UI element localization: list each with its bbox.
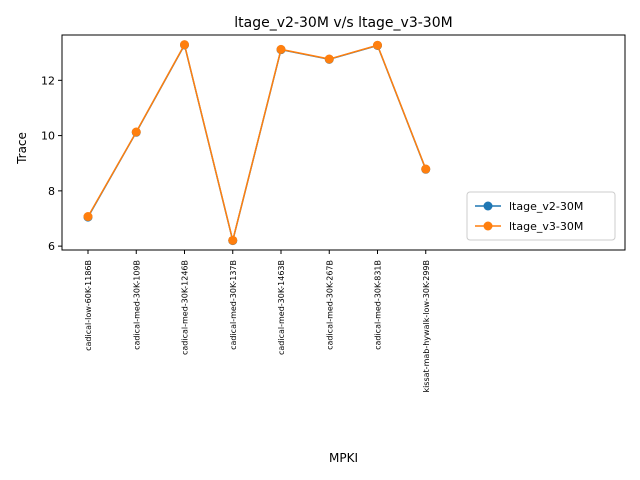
y-tick-label: 8	[48, 185, 55, 198]
series-line	[87, 43, 427, 242]
y-axis-label: Trace	[15, 132, 29, 165]
x-tick-label: cadical-med-30K-831B	[374, 260, 383, 350]
x-tick-label: cadical-med-30K-1246B	[181, 260, 190, 355]
data-point	[131, 127, 141, 137]
legend-entry-label: ltage_v2-30M	[509, 200, 583, 213]
legend-box	[466, 191, 616, 241]
y-tick-label: 10	[41, 130, 55, 143]
y-tick-label: 12	[41, 74, 55, 87]
series-2	[83, 40, 431, 245]
legend-marker	[483, 221, 493, 231]
data-point	[421, 164, 431, 174]
x-tick-label: cadical-med-30K-267B	[325, 260, 334, 350]
x-tick-label: cadical-med-30K-109B	[132, 260, 141, 350]
x-tick-label: cadical-med-30K-137B	[229, 260, 238, 350]
chart-title: ltage_v2-30M v/s ltage_v3-30M	[234, 15, 452, 31]
x-tick-label: kissat-mab-hywalk-low-30K-299B	[422, 260, 431, 393]
x-axis-label: MPKI	[329, 451, 358, 465]
legend-marker	[483, 201, 493, 211]
axes-frame	[61, 34, 626, 251]
data-point	[373, 40, 382, 50]
data-point	[276, 44, 286, 54]
data-point	[324, 54, 334, 64]
legend-entry-label: ltage_v3-30M	[509, 220, 583, 233]
data-point	[228, 235, 238, 245]
x-tick-label: cadical-low-60K-1186B	[84, 260, 93, 351]
plot-area: 6 8 10 12 cadical-low-60K-1186B cadical-med-3…	[41, 34, 626, 393]
y-tick-label: 6	[48, 240, 55, 253]
legend: ltage_v2-30M ltage_v3-30M	[466, 191, 616, 241]
data-point	[83, 212, 93, 222]
data-point	[180, 40, 189, 50]
x-tick-label: cadical-med-30K-1463B	[277, 260, 286, 355]
